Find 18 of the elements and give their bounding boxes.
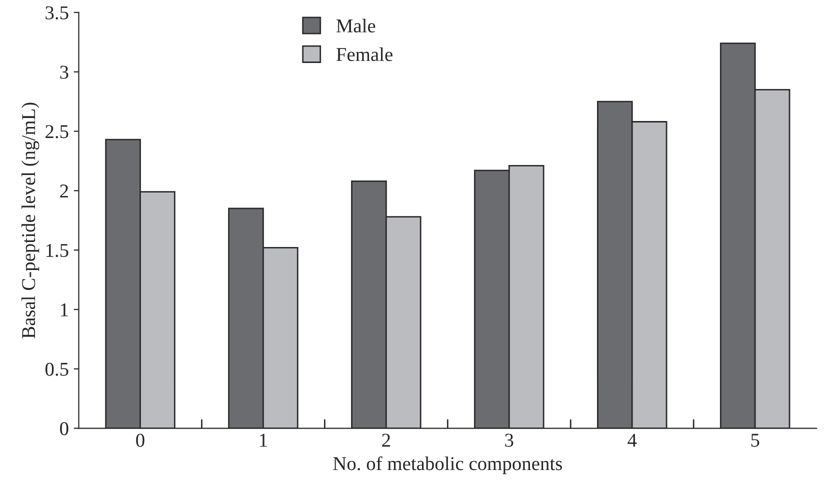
y-tick-label: 3 (60, 66, 68, 79)
x-tick-label: 3 (505, 434, 514, 447)
y-tick-label: 0 (60, 422, 68, 436)
y-tick-label: 1.5 (46, 244, 68, 258)
y-tick-label: 1 (61, 303, 68, 316)
y-axis-title: Basal C-peptide level (ng/mL) (21, 102, 40, 338)
y-tick-label: 3.5 (46, 6, 68, 20)
x-tick-label: 4 (628, 434, 637, 447)
legend-label: Female (336, 47, 392, 62)
y-tick-label: 2.5 (46, 125, 68, 138)
legend-label: Male (336, 18, 376, 32)
x-axis-title: No. of metabolic components (333, 456, 562, 474)
x-tick-label: 5 (751, 434, 760, 447)
x-tick-label: 1 (260, 434, 267, 447)
y-tick-label: 0.5 (45, 362, 68, 376)
y-tick-label: 2 (60, 184, 68, 198)
x-tick-label: 2 (382, 434, 390, 447)
x-tick-label: 0 (136, 434, 144, 447)
